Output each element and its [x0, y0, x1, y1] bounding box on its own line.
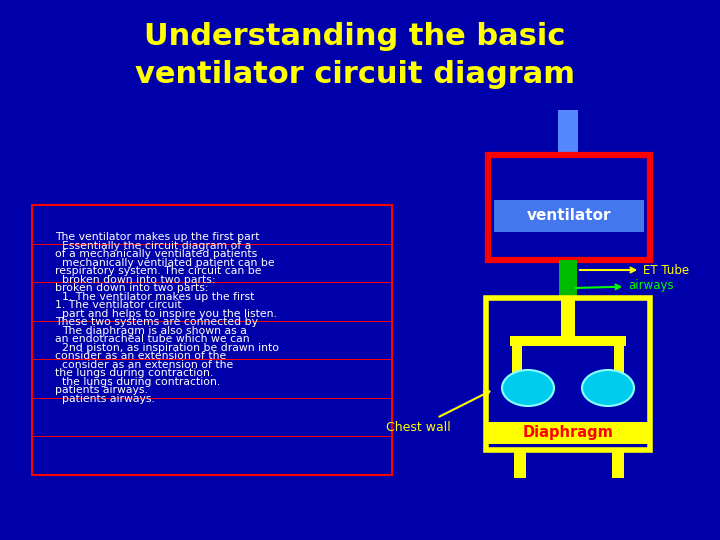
Text: the lungs during contraction.: the lungs during contraction.: [62, 377, 220, 387]
Bar: [488, 155, 650, 260]
Bar: [486, 422, 650, 444]
Text: ventilator: ventilator: [527, 208, 611, 224]
Bar: [486, 298, 650, 450]
Text: 2nd piston, as inspiration be drawn into: 2nd piston, as inspiration be drawn into: [62, 343, 279, 353]
Text: airways: airways: [576, 280, 674, 293]
Bar: [612, 450, 624, 478]
Text: These two systems are connected by: These two systems are connected by: [55, 317, 258, 327]
Text: respiratory system. The circuit can be: respiratory system. The circuit can be: [55, 266, 261, 276]
Text: part and helps to inspire you the listen.: part and helps to inspire you the listen…: [62, 309, 277, 319]
Ellipse shape: [582, 370, 634, 406]
Bar: [32, 205, 392, 475]
Ellipse shape: [502, 370, 554, 406]
Text: of a mechanically ventilated patients: of a mechanically ventilated patients: [55, 249, 257, 259]
Text: Essentially the circuit diagram of a: Essentially the circuit diagram of a: [62, 241, 251, 251]
Bar: [614, 346, 624, 374]
Text: broken down into two parts:: broken down into two parts:: [55, 283, 209, 293]
Text: consider as an extension of the: consider as an extension of the: [55, 351, 226, 361]
Bar: [514, 450, 526, 478]
Text: patients airways.: patients airways.: [62, 394, 155, 404]
Text: ET Tube: ET Tube: [580, 264, 689, 276]
Bar: [561, 298, 575, 336]
Text: ventilator circuit diagram: ventilator circuit diagram: [135, 60, 575, 89]
Text: The ventilator makes up the first part: The ventilator makes up the first part: [55, 232, 259, 242]
Text: patients airways.: patients airways.: [55, 385, 148, 395]
Bar: [510, 336, 626, 346]
Text: 1. The ventilator makes up the first: 1. The ventilator makes up the first: [62, 292, 254, 302]
Text: Understanding the basic: Understanding the basic: [144, 22, 566, 51]
Bar: [559, 260, 577, 298]
Text: consider as an extension of the: consider as an extension of the: [62, 360, 233, 370]
Bar: [494, 200, 644, 232]
Text: Diaphragm: Diaphragm: [523, 426, 613, 441]
Text: 1. The ventilator circuit: 1. The ventilator circuit: [55, 300, 181, 310]
Bar: [558, 110, 578, 168]
Bar: [512, 346, 522, 374]
Text: The diaphragm is also shown as a: The diaphragm is also shown as a: [62, 326, 247, 336]
Text: an endotracheal tube which we can: an endotracheal tube which we can: [55, 334, 250, 344]
Text: Chest wall: Chest wall: [386, 392, 490, 434]
Text: mechanically ventilated patient can be: mechanically ventilated patient can be: [62, 258, 274, 268]
Text: the lungs during contraction.: the lungs during contraction.: [55, 368, 213, 378]
Text: broken down into two parts:: broken down into two parts:: [62, 275, 215, 285]
